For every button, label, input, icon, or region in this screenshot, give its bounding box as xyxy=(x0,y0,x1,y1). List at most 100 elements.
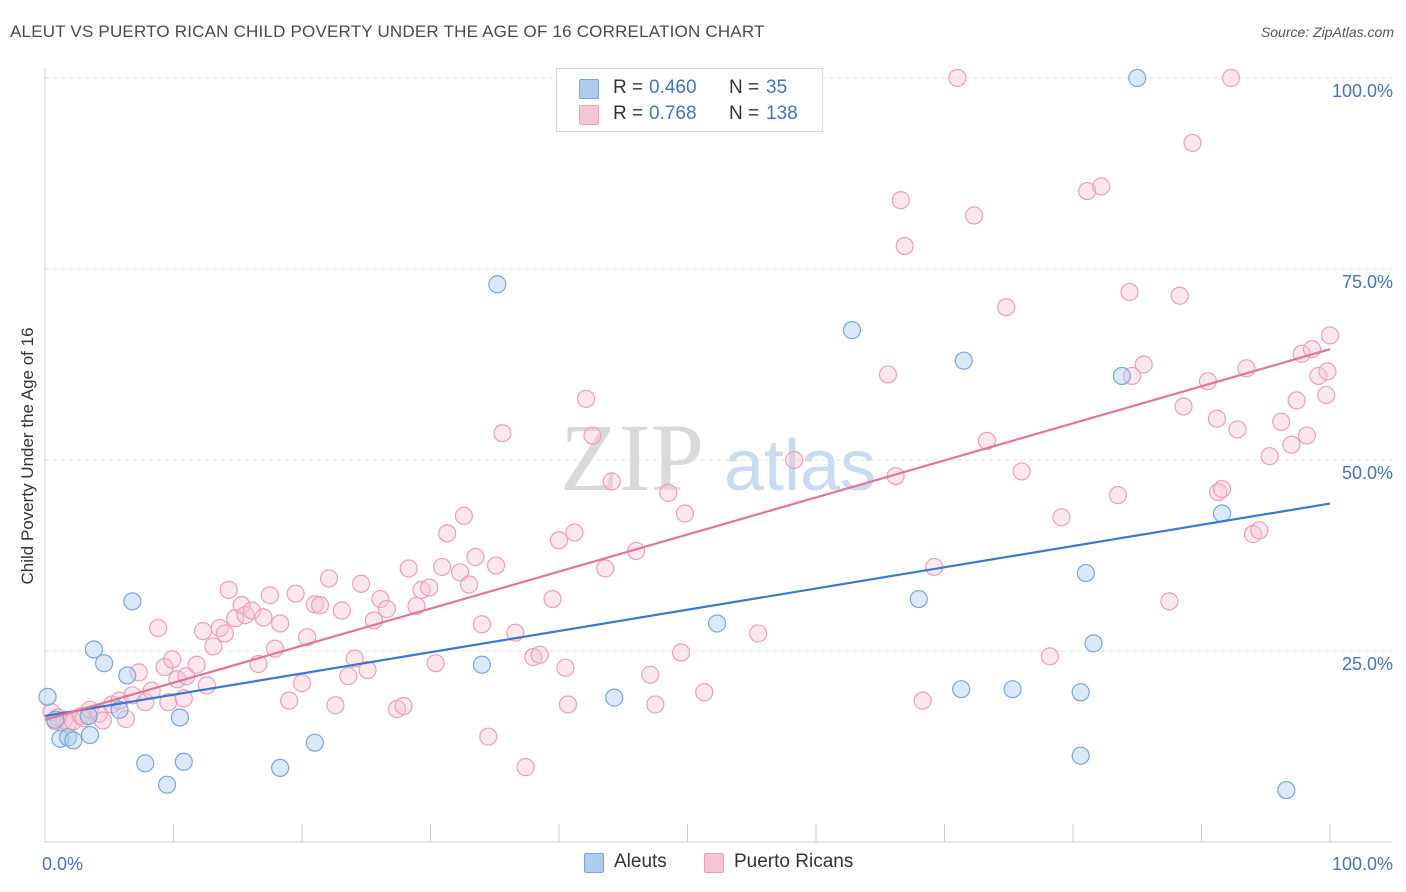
puerto-rican-point xyxy=(352,574,371,593)
puerto-rican-point xyxy=(148,618,168,638)
aleut-point xyxy=(174,752,193,771)
puerto-rican-point xyxy=(646,695,665,714)
y-tick-label: 50.0% xyxy=(1342,463,1393,483)
puerto-rican-point xyxy=(602,472,621,491)
puerto-rican-point xyxy=(319,569,339,588)
puerto-rican-point xyxy=(913,691,932,710)
bottom-legend-label-aleuts: Aleuts xyxy=(614,851,667,872)
tick-labels: 25.0% 50.0% 75.0% 100.0% 0.0% 100.0% xyxy=(42,81,1393,874)
puerto-rican-point xyxy=(394,696,413,716)
legend-n-label: N = xyxy=(729,77,760,98)
puerto-rican-point xyxy=(219,580,238,599)
puerto-rican-point xyxy=(675,504,695,523)
puerto-rican-point xyxy=(292,673,312,693)
puerto-rican-point xyxy=(163,650,182,669)
aleut-point xyxy=(1084,634,1103,653)
puerto-rican-point xyxy=(671,643,691,662)
aleut-point xyxy=(157,775,177,794)
puerto-rican-point xyxy=(116,709,136,729)
puerto-rican-point xyxy=(1309,366,1328,386)
puerto-rican-point xyxy=(450,563,470,582)
puerto-rican-point xyxy=(1282,435,1301,454)
puerto-rican-point xyxy=(371,589,390,609)
puerto-rican-point xyxy=(948,68,967,88)
puerto-rican-point xyxy=(749,624,768,643)
puerto-rican-point xyxy=(215,624,234,643)
puerto-rican-point xyxy=(1272,412,1291,431)
puerto-rican-point xyxy=(659,483,678,502)
puerto-rican-point xyxy=(310,596,330,615)
puerto-rican-point xyxy=(576,389,596,408)
aleut-trend-line xyxy=(44,502,1331,718)
puerto-rican-point xyxy=(1228,420,1247,439)
aleut-point xyxy=(136,754,155,773)
aleut-point xyxy=(271,758,290,777)
puerto-rican-point xyxy=(493,424,512,443)
aleut-point xyxy=(1128,68,1147,88)
puerto-rican-point xyxy=(549,531,569,550)
puerto-rican-point xyxy=(432,557,452,577)
legend-swatch-puerto-ricans xyxy=(579,105,599,125)
aleut-point xyxy=(118,666,137,685)
legend-r-value: 0.460 xyxy=(649,77,697,98)
puerto-rican-point xyxy=(964,206,984,225)
y-axis-label: Child Poverty Under the Age of 16 xyxy=(18,327,37,585)
puerto-rican-point xyxy=(1221,68,1241,88)
puerto-rican-point xyxy=(210,618,229,638)
x-tick-label: 0.0% xyxy=(42,854,83,874)
aleut-point xyxy=(95,654,114,673)
aleut-point xyxy=(1071,746,1090,765)
axes xyxy=(44,68,1392,843)
watermark: ZIP atlas xyxy=(560,404,876,511)
legend-n-value: 138 xyxy=(766,103,798,124)
puerto-rican-point xyxy=(641,665,660,684)
legend-n-value: 35 xyxy=(766,77,788,98)
aleut-point xyxy=(38,687,57,706)
watermark-zip: ZIP xyxy=(560,404,704,511)
puerto-rican-point xyxy=(785,450,804,470)
puerto-rican-point xyxy=(459,575,479,594)
puerto-rican-point xyxy=(305,595,324,614)
puerto-rican-point xyxy=(1120,282,1139,302)
puerto-rican-point xyxy=(565,523,584,542)
data-points xyxy=(38,68,1340,800)
puerto-rican-point xyxy=(1040,647,1059,666)
puerto-rican-point xyxy=(1108,486,1128,505)
puerto-rican-point xyxy=(438,524,457,543)
aleut-point xyxy=(1071,683,1090,702)
aleut-point xyxy=(305,733,324,752)
puerto-rican-point xyxy=(695,683,714,702)
puerto-rican-point xyxy=(345,649,364,668)
aleut-point xyxy=(842,321,862,340)
puerto-rican-point xyxy=(339,667,358,686)
puerto-rican-point xyxy=(1260,447,1279,466)
puerto-rican-point xyxy=(1207,409,1227,428)
puerto-rican-trend-line xyxy=(44,348,1331,721)
puerto-rican-point xyxy=(1123,366,1142,386)
puerto-rican-point xyxy=(271,614,290,633)
aleut-point xyxy=(123,592,142,611)
bottom-legend-swatch-puerto-ricans xyxy=(704,853,724,873)
puerto-rican-point xyxy=(454,506,474,525)
puerto-rican-point xyxy=(377,599,396,619)
puerto-rican-point xyxy=(895,236,914,256)
puerto-rican-point xyxy=(1212,479,1232,499)
puerto-rican-point xyxy=(516,758,535,777)
y-tick-label: 25.0% xyxy=(1342,654,1393,674)
puerto-rican-point xyxy=(187,655,206,674)
puerto-rican-point xyxy=(1160,592,1179,611)
puerto-rican-point xyxy=(1250,521,1269,540)
puerto-rican-point xyxy=(1317,385,1336,405)
aleut-point xyxy=(1277,780,1296,800)
bottom-legend-swatch-aleuts xyxy=(584,853,604,873)
aleut-point xyxy=(110,700,129,719)
aleut-point xyxy=(472,655,491,674)
puerto-rican-point xyxy=(543,589,562,609)
puerto-rican-point xyxy=(1078,181,1097,201)
puerto-rican-point xyxy=(193,622,213,641)
puerto-rican-point xyxy=(583,426,602,445)
x-tick-label: 100.0% xyxy=(1332,854,1393,874)
puerto-rican-point xyxy=(332,601,351,620)
aleut-point xyxy=(707,614,727,633)
puerto-rican-point xyxy=(326,696,345,715)
